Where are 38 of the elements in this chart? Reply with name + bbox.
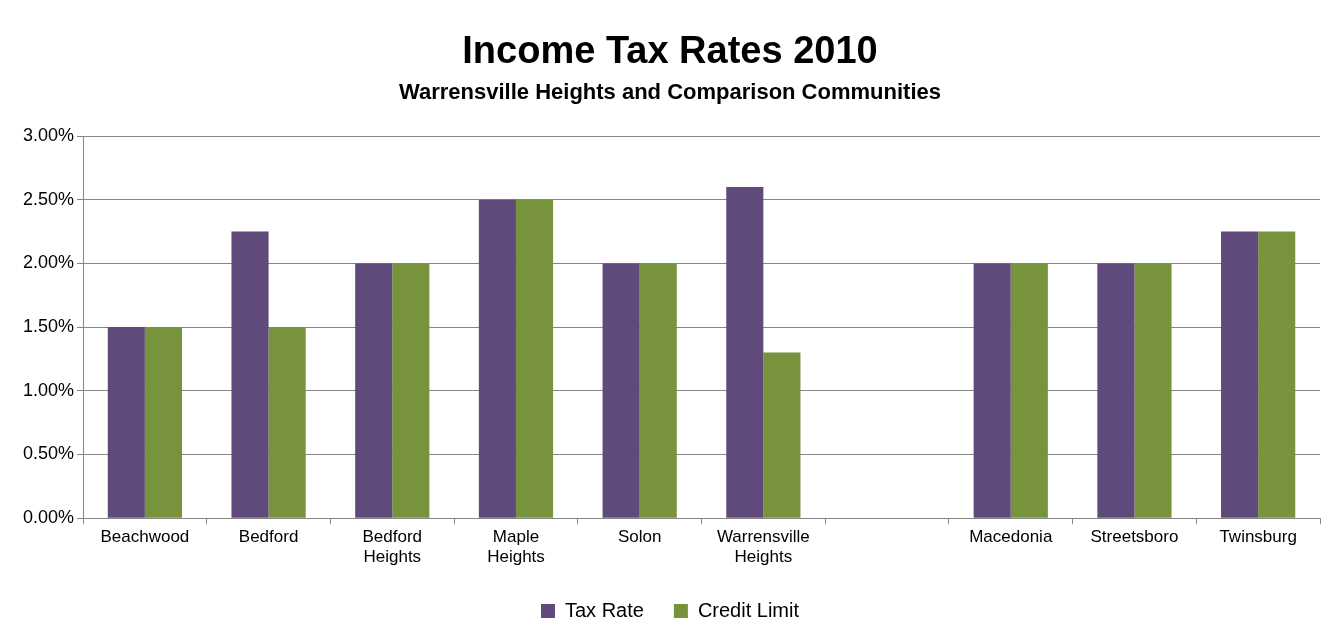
y-tick-label: 2.00% bbox=[22, 252, 75, 273]
bar bbox=[107, 327, 145, 518]
bar bbox=[639, 263, 677, 518]
bar bbox=[478, 199, 516, 518]
bar bbox=[602, 263, 640, 518]
bar bbox=[726, 186, 764, 518]
y-tick-label: 1.50% bbox=[22, 316, 75, 337]
x-tick-label: Streetsboro bbox=[1090, 527, 1179, 547]
y-tick-label: 1.00% bbox=[22, 379, 75, 400]
y-tick-label: 3.00% bbox=[22, 124, 75, 145]
bar bbox=[763, 352, 801, 518]
x-tick-label: Beachwood bbox=[100, 527, 190, 547]
x-tick-label: Bedford Heights bbox=[362, 527, 423, 567]
bar bbox=[1134, 263, 1172, 518]
bar bbox=[231, 231, 269, 518]
x-tick-label: Maple Heights bbox=[487, 527, 545, 567]
y-tick-label: 0.50% bbox=[22, 443, 75, 464]
chart-subtitle: Warrensville Heights and Comparison Communities bbox=[399, 78, 941, 104]
bar bbox=[1258, 231, 1296, 518]
bar bbox=[355, 263, 393, 518]
x-tick-label: Bedford bbox=[238, 527, 299, 547]
bar bbox=[1221, 231, 1259, 518]
bar bbox=[1097, 263, 1135, 518]
bar bbox=[268, 327, 306, 518]
bar bbox=[973, 263, 1011, 518]
bar bbox=[515, 199, 554, 518]
bar bbox=[392, 263, 430, 518]
legend-label: Credit Limit bbox=[697, 598, 800, 621]
x-tick-label: Warrensville Heights bbox=[716, 527, 810, 567]
bar bbox=[144, 327, 182, 518]
y-tick-label: 0.00% bbox=[22, 507, 75, 528]
y-tick-label: 2.50% bbox=[22, 188, 75, 209]
x-tick-label: Macedonia bbox=[969, 527, 1053, 547]
x-tick-label: Twinsburg bbox=[1219, 527, 1297, 547]
chart-title: Income Tax Rates 2010 bbox=[462, 29, 878, 72]
bar bbox=[1010, 263, 1048, 518]
x-tick-label: Solon bbox=[617, 527, 662, 547]
legend-label: Tax Rate bbox=[564, 598, 644, 621]
